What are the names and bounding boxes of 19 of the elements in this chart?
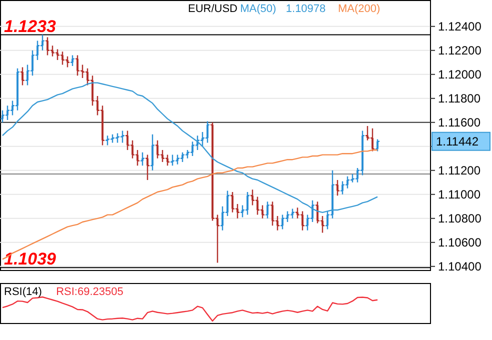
text: 1.11442 [436, 134, 479, 149]
annotation: 1.10978 [286, 3, 326, 15]
annotation: RSI:69.23505 [56, 286, 124, 298]
y-tick-label: 1.12200 [438, 44, 482, 58]
chart-title: RSI(14) [4, 286, 42, 298]
y-tick-label: 1.10600 [438, 236, 482, 250]
y-tick-label: 1.12400 [438, 20, 482, 34]
y-tick-label: 1.11200 [438, 164, 481, 178]
text: MA(50) [240, 3, 276, 15]
y-tick-label: 1.10400 [438, 260, 482, 274]
y-tick-label: 1.11600 [438, 116, 481, 130]
chart-title: EUR/USD [188, 3, 238, 15]
ref-line-label: 1.1039 [4, 250, 57, 269]
y-tick-label: 1.10800 [438, 212, 482, 226]
ref-line-label: 1.1233 [4, 16, 57, 36]
y-tick-label: 1.12000 [438, 68, 482, 82]
y-tick-label: 1.11000 [438, 188, 481, 202]
text: MA(200) [338, 3, 380, 15]
y-tick-label: 1.11800 [438, 92, 481, 106]
